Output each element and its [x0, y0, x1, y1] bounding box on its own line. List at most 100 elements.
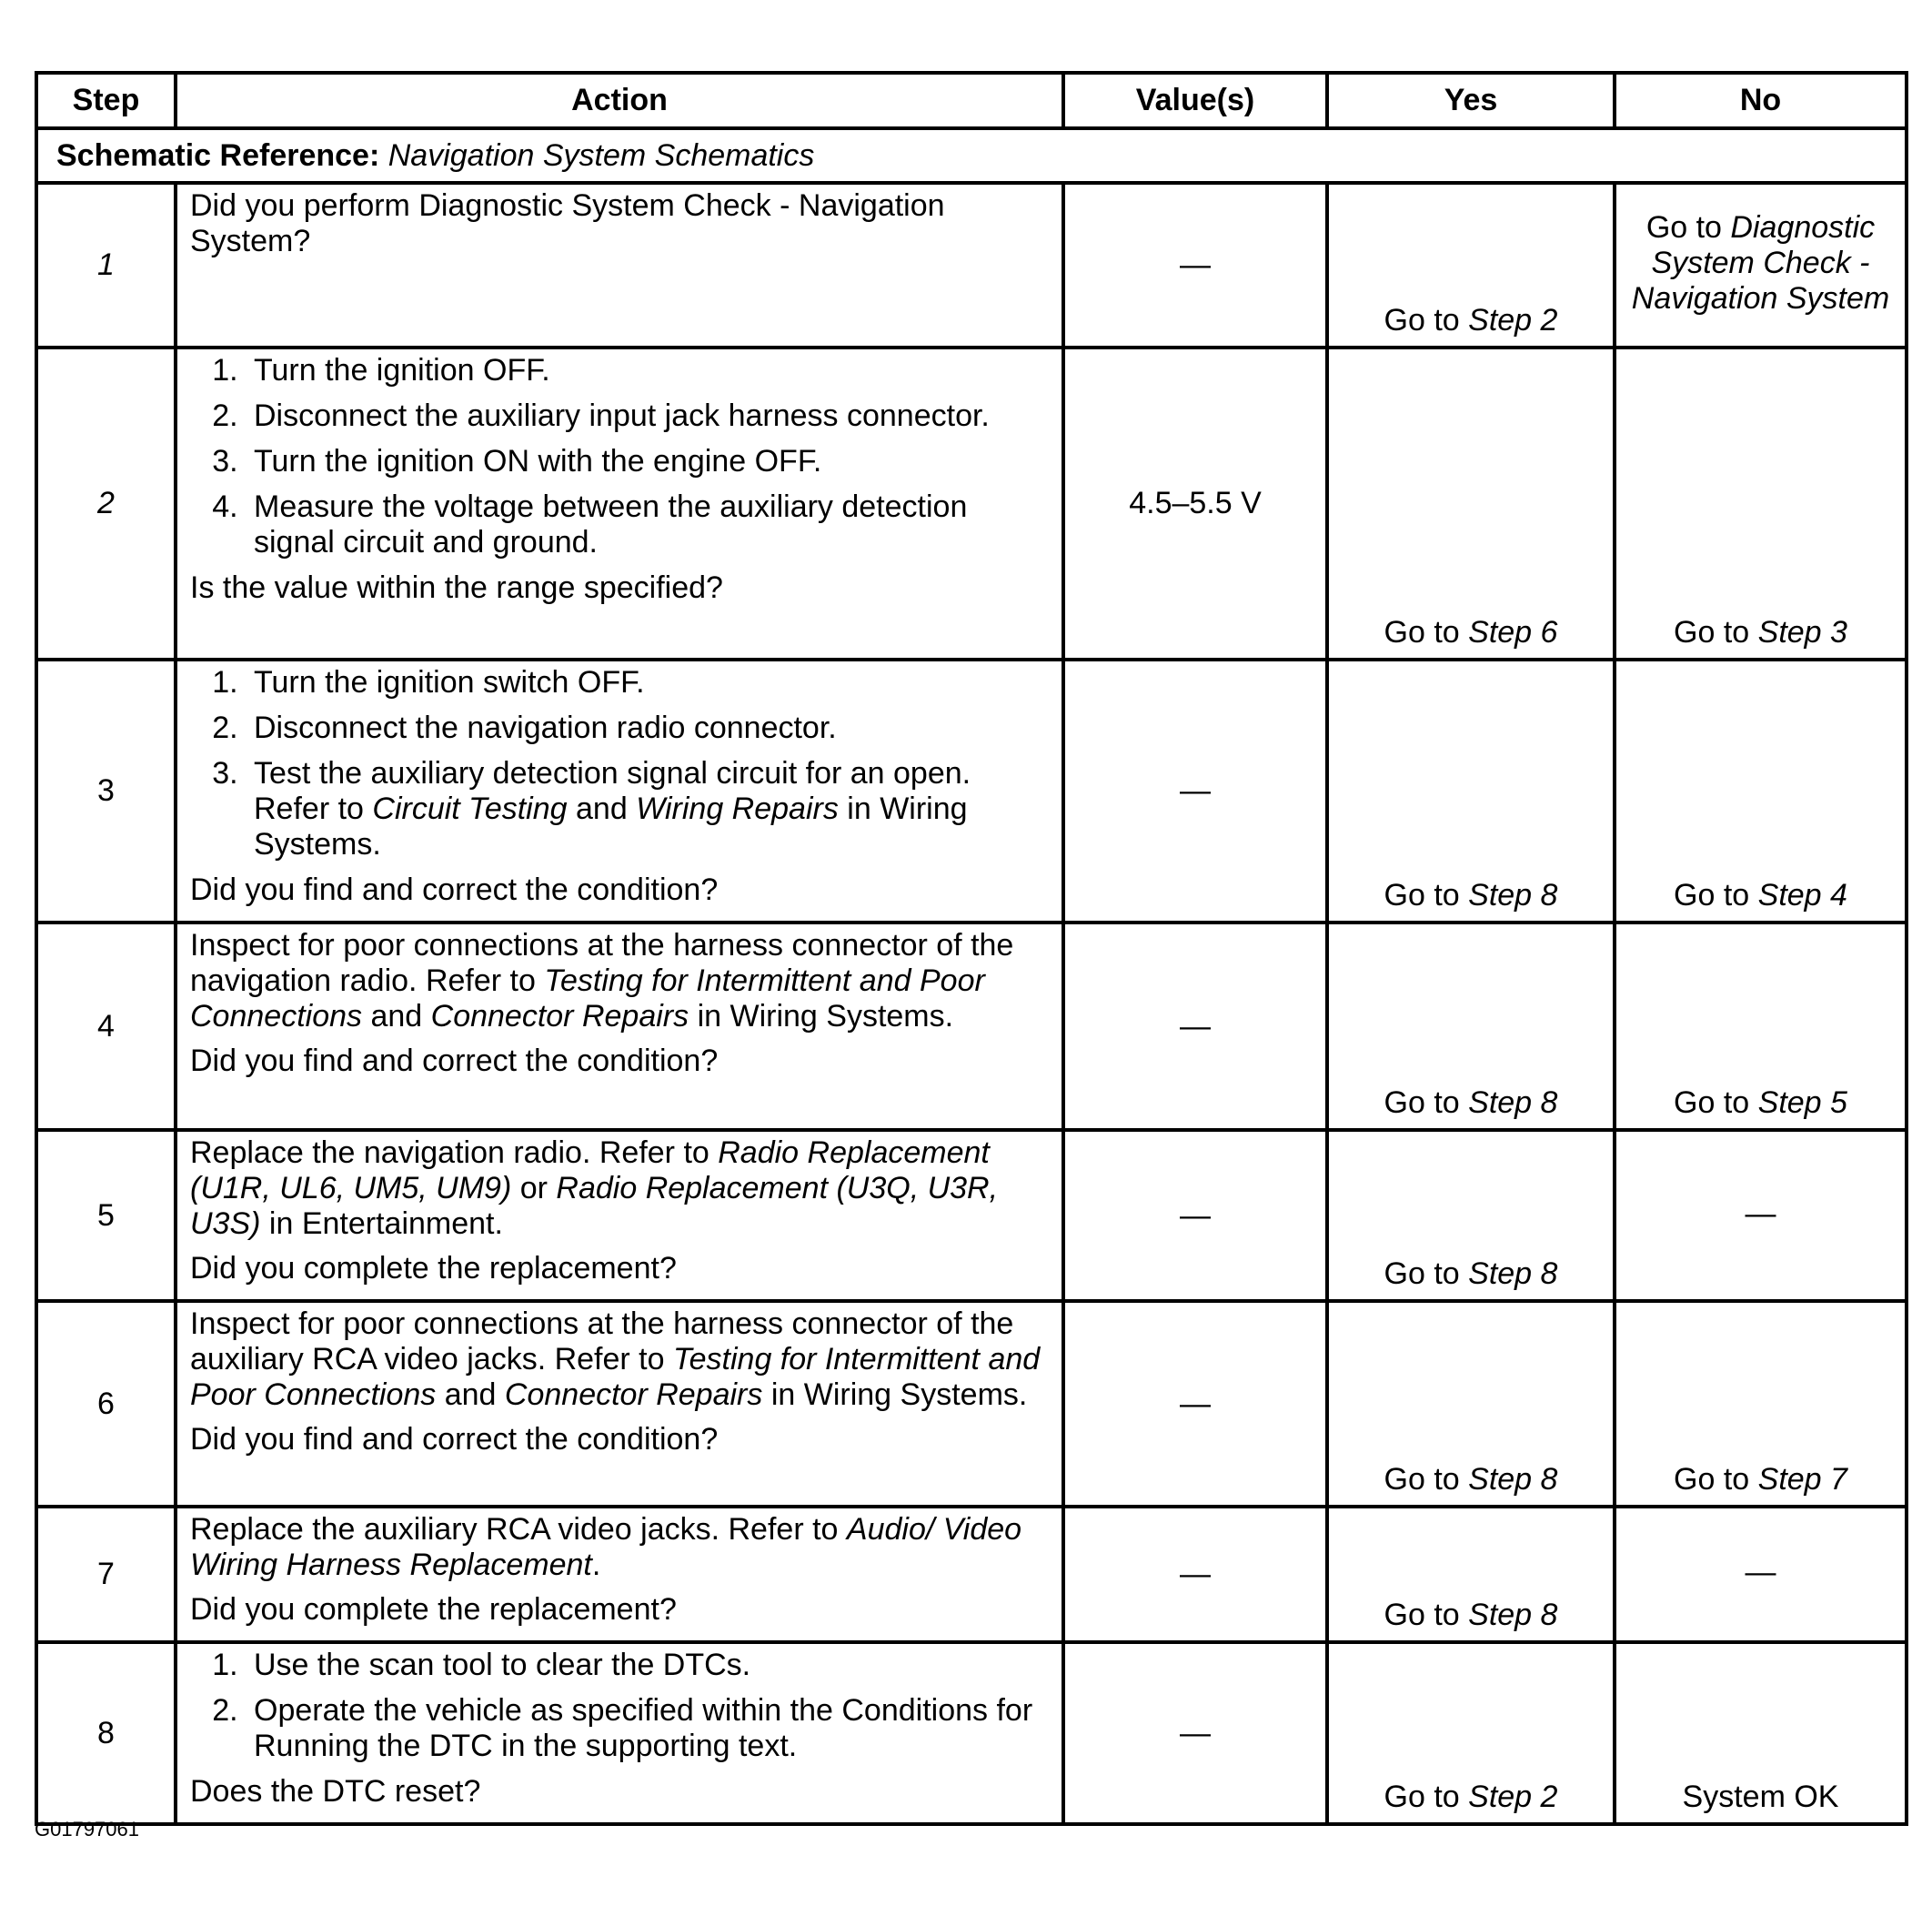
- list-item: Operate the vehicle as specified within …: [247, 1693, 1049, 1764]
- reference-text[interactable]: Connector Repairs: [504, 1377, 763, 1412]
- no-cell: Go to Step 5: [1613, 921, 1908, 1132]
- step-number: 7: [35, 1505, 177, 1644]
- text: Measure the voltage between the auxiliar…: [254, 489, 968, 560]
- yes-cell: Go to Step 8: [1325, 1299, 1616, 1508]
- no-cell: Go to Step 3: [1613, 346, 1908, 661]
- text: Did you find and correct the condition?: [190, 1422, 719, 1457]
- reference-text[interactable]: Wiring Repairs: [636, 792, 839, 826]
- text: Go to: [1384, 1780, 1469, 1814]
- reference-text[interactable]: Radio Replacement (U1R, UL6, UM5, UM9): [190, 1135, 990, 1205]
- text: Go to: [1384, 303, 1469, 338]
- step-number: 6: [35, 1299, 177, 1508]
- reference-text[interactable]: Step 8: [1468, 1256, 1558, 1291]
- reference-text[interactable]: Testing for Intermittent and Poor Connec…: [190, 963, 985, 1034]
- text: Go to: [1384, 1462, 1469, 1497]
- action-cell: Inspect for poor connections at the harn…: [174, 1299, 1065, 1508]
- no-cell: Go to Diagnostic System Check - Navigati…: [1613, 181, 1908, 349]
- action-paragraph: Did you find and correct the condition?: [190, 872, 1049, 908]
- action-paragraph: Replace the navigation radio. Refer to R…: [190, 1135, 1049, 1242]
- diagnostic-table: Step Action Value(s) Yes No Schematic Re…: [35, 71, 1908, 1826]
- step-row: 7 Replace the auxiliary RCA video jacks. …: [35, 1505, 1908, 1644]
- reference-text[interactable]: Step 8: [1468, 1462, 1558, 1497]
- text: Go to: [1674, 1085, 1758, 1120]
- step-number: 3: [35, 658, 177, 924]
- text: Disconnect the auxiliary input jack harn…: [254, 398, 990, 433]
- value-cell: —: [1062, 658, 1329, 924]
- text: Is the value within the range specified?: [190, 570, 723, 605]
- text: Go to: [1384, 615, 1469, 650]
- step-row: 2 Turn the ignition OFF. Disconnect the au…: [35, 346, 1908, 661]
- action-paragraph: Did you find and correct the condition?: [190, 1422, 1049, 1457]
- header-row: Step Action Value(s) Yes No: [35, 71, 1908, 130]
- step-number: 8: [35, 1640, 177, 1826]
- text: Operate the vehicle as specified within …: [254, 1693, 1033, 1763]
- step-row: 4 Inspect for poor connections at the har…: [35, 921, 1908, 1132]
- action-cell: Inspect for poor connections at the harn…: [174, 921, 1065, 1132]
- text: System OK: [1682, 1780, 1839, 1814]
- text: Did you find and correct the condition?: [190, 1044, 719, 1078]
- value-cell: —: [1062, 1299, 1329, 1508]
- reference-text[interactable]: Step 2: [1468, 303, 1558, 338]
- text: —: [1745, 1555, 1776, 1589]
- yes-cell: Go to Step 2: [1325, 181, 1616, 349]
- text: Go to: [1674, 1462, 1758, 1497]
- text: Go to: [1384, 878, 1469, 913]
- action-paragraph: Replace the auxiliary RCA video jacks. R…: [190, 1512, 1049, 1583]
- no-cell: Go to Step 7: [1613, 1299, 1908, 1508]
- list-item: Turn the ignition switch OFF.: [247, 665, 1049, 701]
- reference-text[interactable]: Audio/ Video Wiring Harness Replacement: [190, 1512, 1022, 1582]
- header-yes: Yes: [1325, 71, 1616, 130]
- text: Replace the navigation radio. Refer to: [190, 1135, 719, 1170]
- schematic-link[interactable]: Navigation System Schematics: [387, 137, 815, 173]
- text: Did you find and correct the condition?: [190, 872, 719, 907]
- list-item: Turn the ignition ON with the engine OFF…: [247, 444, 1049, 479]
- header-action: Action: [174, 71, 1065, 130]
- reference-text[interactable]: Step 5: [1757, 1085, 1847, 1120]
- value-cell: —: [1062, 1505, 1329, 1644]
- schematic-label: Schematic Reference:: [56, 137, 380, 173]
- value-cell: —: [1062, 1640, 1329, 1826]
- text: Did you perform Diagnostic System Check …: [190, 188, 945, 258]
- text: Did you complete the replacement?: [190, 1251, 677, 1286]
- text: Test the auxiliary detection signal circ…: [254, 756, 971, 826]
- reference-text[interactable]: Testing for Intermittent and Poor Connec…: [190, 1342, 1041, 1412]
- text: and: [436, 1377, 505, 1412]
- action-cell: Turn the ignition switch OFF. Disconnect …: [174, 658, 1065, 924]
- text: and: [567, 792, 637, 826]
- step-row: 5 Replace the navigation radio. Refer to …: [35, 1128, 1908, 1303]
- text: Inspect for poor connections at the harn…: [190, 1306, 1014, 1377]
- reference-text[interactable]: Step 6: [1468, 615, 1558, 650]
- schematic-reference-row: Schematic Reference: Navigation System S…: [35, 126, 1908, 185]
- reference-text[interactable]: Connector Repairs: [430, 999, 689, 1034]
- action-cell: Turn the ignition OFF. Disconnect the aux…: [174, 346, 1065, 661]
- figure-code: G01797061: [35, 1818, 139, 1840]
- text: Turn the ignition switch OFF.: [254, 665, 645, 700]
- reference-text[interactable]: Step 4: [1757, 878, 1847, 913]
- text: in Wiring Systems.: [689, 999, 954, 1034]
- value-cell: —: [1062, 181, 1329, 349]
- action-paragraph: Did you complete the replacement?: [190, 1251, 1049, 1286]
- reference-text[interactable]: Radio Replacement (U3Q, U3R, U3S): [190, 1171, 999, 1241]
- reference-text[interactable]: Diagnostic System Check - Navigation Sys…: [1631, 210, 1890, 316]
- reference-text[interactable]: Step 8: [1468, 878, 1558, 913]
- header-step: Step: [35, 71, 177, 130]
- reference-text[interactable]: Step 3: [1757, 615, 1847, 650]
- reference-text[interactable]: Step 8: [1468, 1598, 1558, 1632]
- reference-text[interactable]: Circuit Testing: [372, 792, 568, 826]
- reference-text[interactable]: Step 7: [1757, 1462, 1847, 1497]
- yes-cell: Go to Step 8: [1325, 1505, 1616, 1644]
- reference-text[interactable]: Step 2: [1468, 1780, 1558, 1814]
- value-cell: —: [1062, 1128, 1329, 1303]
- action-paragraph: Inspect for poor connections at the harn…: [190, 1306, 1049, 1413]
- text: Turn the ignition ON with the engine OFF…: [254, 444, 822, 479]
- text: Go to: [1384, 1256, 1469, 1291]
- no-cell: —: [1613, 1505, 1908, 1644]
- text: Go to: [1674, 615, 1758, 650]
- step-number: 5: [35, 1128, 177, 1303]
- yes-cell: Go to Step 2: [1325, 1640, 1616, 1826]
- step-number: 4: [35, 921, 177, 1132]
- action-paragraph: Does the DTC reset?: [190, 1774, 1049, 1810]
- text: Go to: [1384, 1085, 1469, 1120]
- action-steps-list: Turn the ignition switch OFF. Disconnect …: [190, 665, 1049, 862]
- reference-text[interactable]: Step 8: [1468, 1085, 1558, 1120]
